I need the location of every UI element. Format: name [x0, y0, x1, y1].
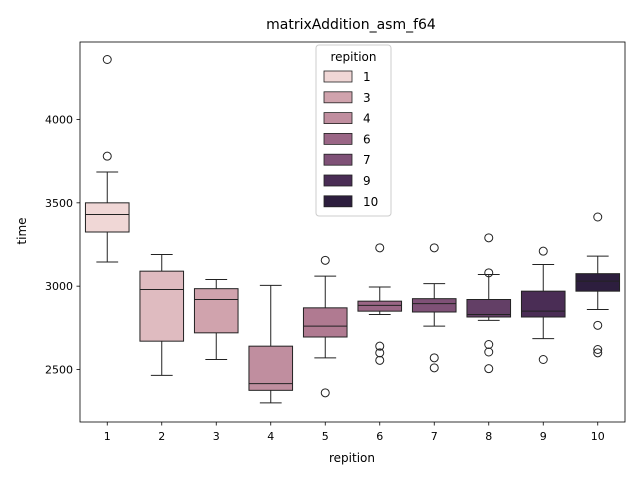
outlier-point: [375, 243, 385, 253]
x-axis: 1 2 3 4 5 6 7 8 9 10: [104, 422, 605, 443]
box-group-7: [411, 243, 457, 373]
iqr-box: [84, 202, 130, 233]
outlier-point: [320, 255, 330, 265]
legend-title: repition: [331, 50, 377, 64]
legend-swatch: [323, 132, 353, 145]
iqr-box: [139, 270, 185, 342]
legend-label: 1: [363, 70, 371, 84]
outlier-point: [484, 340, 494, 349]
legend-swatch: [323, 70, 353, 83]
x-tick-label: 5: [322, 430, 329, 443]
outlier-point: [320, 388, 330, 398]
y-tick-label: 3500: [45, 197, 73, 210]
legend-label: 7: [363, 153, 371, 167]
box-group-3: [193, 279, 239, 360]
y-tick-label: 2500: [45, 364, 73, 377]
iqr-box: [466, 299, 512, 318]
outlier-point: [484, 364, 494, 374]
iqr-box: [411, 298, 457, 313]
legend-entries: 1 3 4 6 7 9 10: [323, 70, 378, 209]
box-group-9: [520, 246, 566, 364]
outlier-point: [484, 233, 494, 243]
outlier-point: [102, 151, 112, 161]
x-tick-label: 10: [591, 430, 605, 443]
outlier-point: [484, 268, 494, 278]
outlier-point: [429, 243, 439, 253]
x-tick-label: 3: [213, 430, 220, 443]
y-axis-label: time: [15, 217, 29, 244]
legend-label: 10: [363, 195, 378, 209]
legend-swatch: [323, 112, 353, 124]
box-group-2: [139, 254, 185, 376]
legend-swatch: [323, 174, 353, 187]
y-axis: 2500 3000 3500 4000: [45, 114, 80, 377]
box-group-5: [302, 255, 348, 398]
chart-title: matrixAddition_asm_f64: [266, 17, 436, 33]
x-tick-label: 8: [485, 430, 492, 443]
outlier-point: [429, 363, 439, 373]
iqr-box: [302, 307, 348, 338]
outlier-point: [538, 246, 548, 256]
legend-label: 6: [363, 132, 371, 146]
legend-swatch: [323, 153, 353, 166]
legend-label: 4: [363, 112, 371, 126]
y-tick-label: 3000: [45, 280, 73, 293]
iqr-box: [520, 290, 566, 318]
legend-swatch: [323, 195, 353, 208]
box-group-8: [466, 233, 512, 374]
outlier-point: [375, 355, 385, 365]
box-group-10: [575, 212, 621, 358]
outlier-point: [102, 55, 112, 64]
legend-label: 9: [363, 174, 371, 188]
x-tick-label: 7: [431, 430, 438, 443]
y-tick-label: 4000: [45, 114, 73, 127]
legend-frame: [315, 44, 392, 217]
outlier-point: [375, 341, 385, 351]
x-tick-label: 1: [104, 430, 111, 443]
x-tick-label: 4: [267, 430, 274, 443]
outlier-point: [429, 353, 439, 363]
x-axis-label: repition: [329, 451, 375, 465]
box-group-1: [84, 55, 130, 263]
outlier-point: [375, 348, 385, 358]
x-tick-label: 2: [158, 430, 165, 443]
legend: repition 1 3 4 6 7 9 10: [315, 44, 392, 217]
outlier-point: [593, 345, 603, 354]
iqr-box: [193, 288, 239, 334]
outlier-point: [538, 355, 548, 364]
x-tick-label: 9: [540, 430, 547, 443]
boxes-layer: [84, 55, 621, 404]
outlier-point: [484, 347, 494, 357]
iqr-box: [575, 273, 621, 292]
iqr-box: [357, 300, 403, 312]
box-group-6: [357, 243, 403, 365]
legend-swatch: [323, 91, 353, 104]
box-group-4: [248, 284, 294, 404]
outlier-point: [593, 320, 603, 330]
iqr-box: [248, 345, 294, 391]
x-tick-label: 6: [376, 430, 383, 443]
plot-frame: [79, 41, 626, 423]
legend-label: 3: [363, 91, 371, 105]
outlier-point: [593, 348, 603, 358]
outlier-point: [593, 212, 603, 222]
